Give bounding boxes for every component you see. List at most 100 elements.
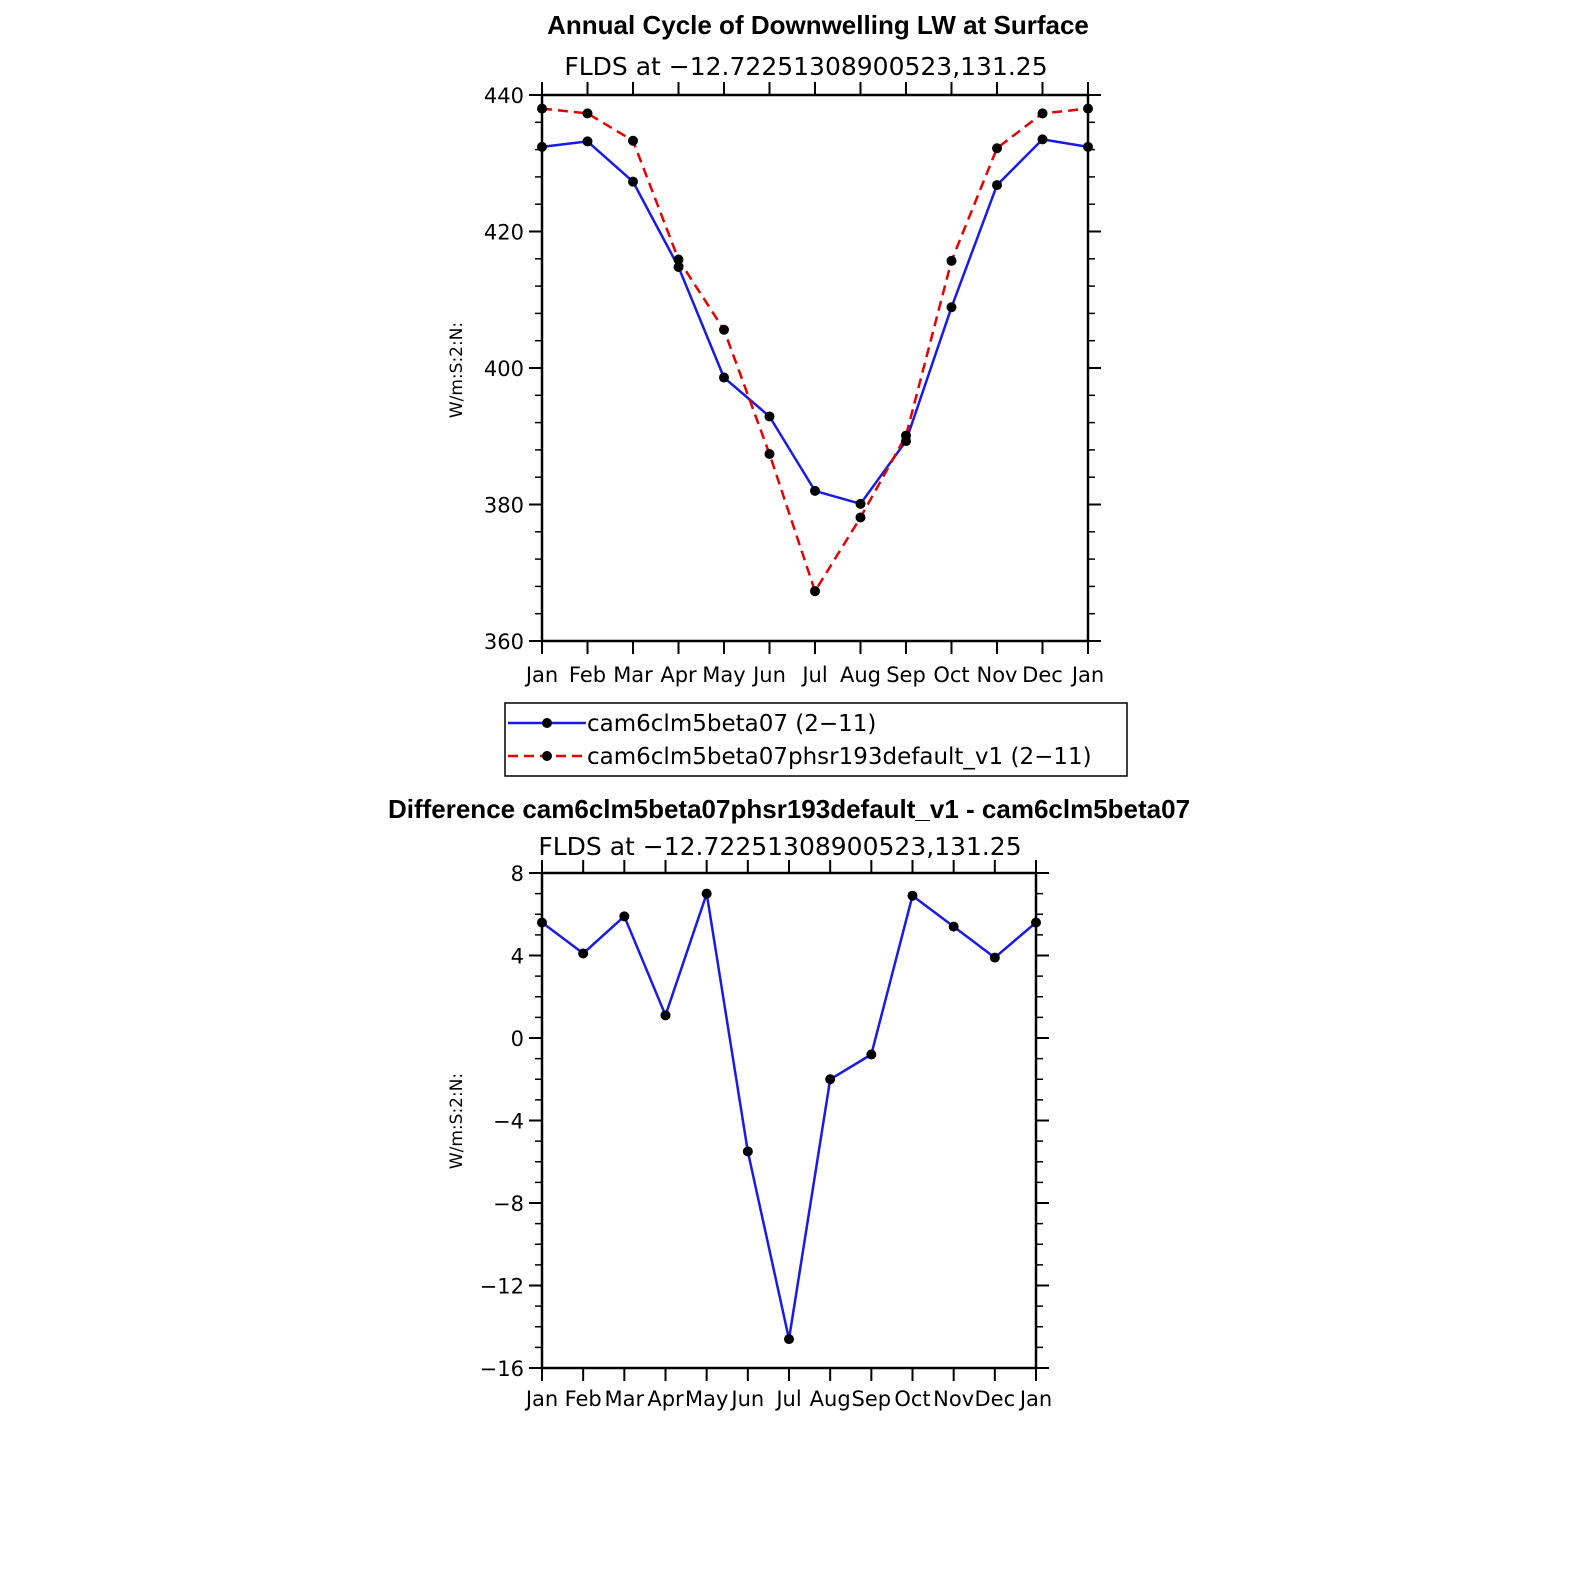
chart-title: Annual Cycle of Downwelling LW at Surfac… — [547, 10, 1089, 40]
data-point — [537, 917, 547, 928]
x-tick-label: Nov — [977, 663, 1018, 687]
legend: cam6clm5beta07 (2−11) cam6clm5beta07phsr… — [504, 702, 1128, 777]
data-point — [1031, 917, 1041, 928]
x-tick-label: Oct — [933, 663, 969, 687]
x-tick-label: Nov — [933, 1387, 974, 1411]
data-point — [660, 1010, 671, 1021]
y-tick-label: 4 — [511, 945, 524, 969]
x-tick-label: Aug — [840, 663, 881, 687]
y-tick-label: 8 — [511, 862, 524, 886]
x-tick-label: Dec — [1022, 663, 1063, 687]
x-tick-label: Oct — [894, 1387, 930, 1411]
x-tick-label: Jan — [524, 663, 558, 687]
x-tick-label: Aug — [810, 1387, 851, 1411]
x-tick-label: Feb — [569, 663, 606, 687]
data-point — [537, 103, 547, 114]
y-tick-label: −16 — [480, 1357, 524, 1381]
data-point — [673, 254, 684, 265]
x-tick-label: Sep — [852, 1387, 892, 1411]
y-axis-label: W/m:S:2:N: — [447, 322, 467, 418]
y-axis-label: W/m:S:2:N: — [447, 1073, 467, 1169]
data-point — [1083, 103, 1093, 114]
data-point — [784, 1334, 794, 1345]
chart-title: Difference cam6clm5beta07phsr193default_… — [388, 794, 1190, 824]
x-tick-label: May — [702, 663, 745, 687]
x-tick-label: Sep — [886, 663, 926, 687]
data-point — [719, 372, 729, 383]
legend-marker — [542, 751, 552, 761]
data-point — [764, 448, 775, 459]
data-point — [537, 141, 547, 152]
data-point — [825, 1074, 836, 1085]
data-point — [578, 948, 589, 959]
y-tick-label: 0 — [511, 1027, 524, 1051]
y-tick-label: 420 — [484, 221, 524, 245]
series-group — [537, 103, 1093, 597]
data-point — [907, 890, 918, 901]
series-line-1 — [541, 138, 1089, 506]
data-point — [582, 136, 593, 147]
x-tick-label: May — [685, 1387, 728, 1411]
x-tick-label: Jan — [1018, 1387, 1052, 1411]
data-point — [1083, 141, 1093, 152]
data-point — [1037, 108, 1048, 119]
y-tick-label: −8 — [493, 1192, 524, 1216]
series-line-2 — [541, 107, 1089, 593]
x-tick-label: Dec — [975, 1387, 1016, 1411]
x-tick-label: Jan — [1070, 663, 1104, 687]
x-tick-label: Apr — [647, 1387, 684, 1411]
x-axis-ticks: Jan Feb Mar Apr May Jun Jul Aug Sep Oct Nov Dec Jan — [524, 860, 1052, 1411]
data-point — [810, 485, 820, 496]
y-tick-label: 360 — [484, 630, 524, 654]
x-tick-label: Jun — [729, 1387, 764, 1411]
data-point — [989, 952, 1000, 963]
data-point — [628, 176, 638, 187]
x-tick-label: Jul — [774, 1387, 801, 1411]
difference-chart: Difference cam6clm5beta07phsr193default_… — [388, 794, 1190, 1411]
data-point — [742, 1146, 753, 1157]
x-tick-label: Apr — [660, 663, 697, 687]
chart-subtitle: FLDS at −12.72251308900523,131.25 — [538, 832, 1021, 861]
chart-subtitle: FLDS at −12.72251308900523,131.25 — [564, 52, 1047, 81]
y-tick-label: −12 — [480, 1275, 524, 1299]
plot-frame — [540, 871, 1038, 1370]
data-point — [948, 921, 959, 932]
data-point — [855, 512, 866, 523]
y-axis-ticks: 360 380 400 420 440 — [484, 84, 1101, 654]
y-tick-label: 440 — [484, 84, 524, 108]
data-point — [866, 1049, 877, 1060]
data-point — [719, 324, 729, 335]
legend-box — [504, 702, 1128, 777]
data-point — [628, 135, 638, 146]
x-tick-label: Mar — [613, 663, 653, 687]
x-tick-label: Jul — [800, 663, 827, 687]
annual-cycle-chart: Annual Cycle of Downwelling LW at Surfac… — [447, 10, 1128, 777]
x-tick-label: Jun — [751, 663, 786, 687]
data-point — [946, 255, 957, 266]
x-tick-label: Mar — [605, 1387, 645, 1411]
data-point — [992, 180, 1002, 191]
x-tick-label: Feb — [565, 1387, 602, 1411]
legend-marker — [542, 718, 552, 728]
x-tick-label: Jan — [524, 1387, 558, 1411]
data-point — [901, 430, 911, 441]
y-tick-label: −4 — [493, 1110, 524, 1134]
data-point — [810, 586, 820, 597]
x-axis-ticks: Jan Feb Mar Apr May Jun Jul Aug Sep Oct Nov Dec Jan — [524, 82, 1104, 687]
legend-label-series-1: cam6clm5beta07 (2−11) — [587, 711, 876, 737]
series-group — [537, 888, 1041, 1345]
series-line-1 — [541, 892, 1037, 1341]
y-tick-label: 400 — [484, 357, 524, 381]
y-tick-label: 380 — [484, 494, 524, 518]
data-point — [582, 108, 593, 119]
y-axis-ticks: −16 −12 −8 −4 0 4 8 — [480, 862, 1049, 1381]
data-point — [619, 911, 630, 922]
data-point — [855, 498, 866, 509]
legend-label-series-2: cam6clm5beta07phsr193default_v1 (2−11) — [587, 744, 1092, 770]
data-point — [1037, 134, 1048, 145]
data-point — [701, 888, 712, 899]
data-point — [764, 411, 775, 422]
data-point — [673, 261, 684, 272]
data-point — [992, 143, 1002, 154]
